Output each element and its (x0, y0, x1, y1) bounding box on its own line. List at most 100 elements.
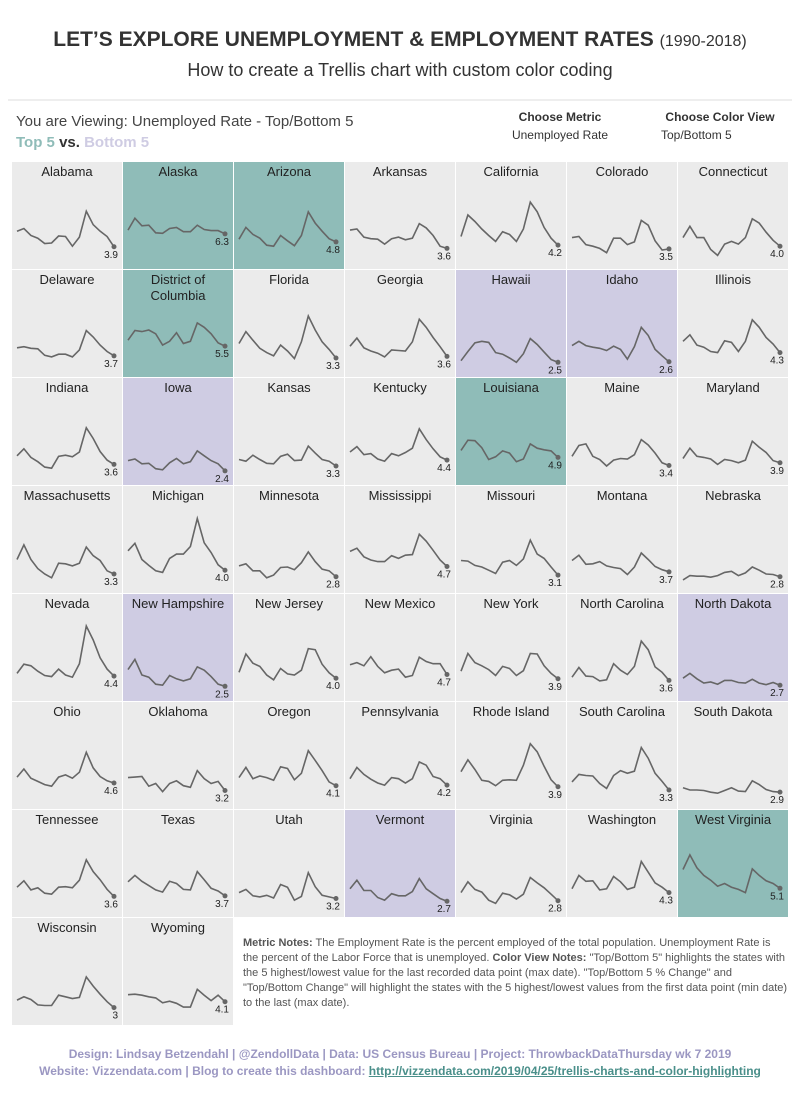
panel-name: Montana (596, 488, 648, 503)
panel-name: Mississippi (368, 488, 432, 503)
panel-name: Delaware (39, 272, 95, 287)
end-point (555, 676, 561, 682)
sparkline: 2.5 (460, 337, 562, 376)
title-years: (1990-2018) (659, 33, 747, 50)
control-value: Top/Bottom 5 (661, 128, 732, 142)
line (349, 877, 448, 902)
panel-name: Tennessee (35, 812, 99, 827)
panel-name: California (483, 164, 539, 179)
panel-name: New York (483, 596, 539, 611)
panel: Delaware 3.7 (12, 270, 122, 377)
panel-name: Arkansas (372, 164, 428, 179)
end-label: 4.3 (659, 896, 673, 907)
end-label: 4.2 (437, 788, 451, 799)
line (238, 647, 337, 681)
end-point (222, 343, 228, 349)
sparkline: 3.2 (127, 769, 229, 805)
end-point (444, 782, 450, 788)
sparkline: 2.7 (682, 672, 784, 699)
line (16, 623, 115, 679)
sparkline: 5.5 (127, 321, 229, 360)
sparkline: 6.3 (127, 216, 229, 248)
end-label: 2.5 (548, 365, 562, 376)
end-label: 4.7 (437, 569, 451, 580)
end-label: 3.3 (326, 469, 340, 480)
line (460, 742, 559, 788)
sparkline: 3.7 (571, 551, 673, 586)
panel-name: Nebraska (705, 488, 761, 503)
legend-bottom: Bottom 5 (84, 134, 150, 151)
end-label: 3.6 (104, 467, 118, 478)
end-label: 6.3 (215, 237, 229, 248)
end-point (666, 890, 672, 896)
metric-control[interactable]: Choose Metric Unemployed Rate (495, 110, 625, 142)
legend-vs: vs. (59, 134, 80, 151)
panel-name: New Hampshire (131, 596, 225, 611)
panel: Vermont 2.7 (345, 810, 455, 917)
panel-name: Arizona (266, 164, 312, 179)
end-label: 3.4 (659, 468, 673, 479)
line (682, 853, 781, 894)
panel: Missouri 3.1 (456, 486, 566, 593)
end-point (555, 572, 561, 578)
control-value: Unemployed Rate (511, 128, 609, 142)
end-label: 3.9 (548, 790, 562, 801)
line (127, 216, 226, 235)
end-point (777, 350, 783, 356)
panel: Iowa 2.4 (123, 378, 233, 485)
sparkline: 3.6 (349, 317, 451, 370)
end-label: 3 (112, 1011, 118, 1022)
end-label: 2.6 (659, 365, 673, 376)
end-point (222, 231, 228, 237)
end-label: 3.6 (104, 899, 118, 910)
line (16, 857, 115, 897)
panel-name: Wyoming (150, 920, 206, 935)
panel-name: Oregon (267, 704, 311, 719)
end-point (666, 246, 672, 252)
end-label: 4.4 (437, 463, 451, 474)
end-point (777, 460, 783, 466)
sparkline: 3.1 (460, 538, 562, 589)
panel: Wyoming 4.1 (123, 918, 233, 1025)
blog-link[interactable]: http://vizzendata.com/2019/04/25/trellis… (368, 1064, 761, 1078)
end-label: 4.6 (104, 786, 118, 797)
panel-name: Rhode Island (472, 704, 550, 719)
line (238, 313, 337, 360)
panel-name: Kentucky (373, 380, 427, 395)
end-point (222, 567, 228, 573)
end-point (222, 468, 228, 474)
line (16, 975, 115, 1009)
sparkline: 2.5 (127, 657, 229, 700)
sparkline: 2.8 (682, 566, 784, 591)
panel: Maryland 3.9 (678, 378, 788, 485)
line (127, 769, 226, 793)
end-point (777, 885, 783, 891)
end-label: 2.7 (437, 904, 451, 915)
sparkline: 2.8 (460, 876, 562, 915)
color-control[interactable]: Choose Color View Top/Bottom 5 (655, 110, 785, 142)
end-label: 4.4 (104, 679, 118, 690)
panel-name: Maine (604, 380, 640, 395)
panel: Michigan 4.0 (123, 486, 233, 593)
panel-name: Vermont (375, 812, 425, 827)
end-point (111, 1005, 117, 1011)
sparkline: 3.6 (571, 639, 673, 694)
line (682, 779, 781, 795)
end-label: 5.5 (215, 349, 229, 360)
sparkline: 4.1 (127, 987, 229, 1016)
sparkline: 4.8 (238, 209, 340, 256)
panel-name: Alaska (158, 164, 198, 179)
sparkline: 2.9 (682, 779, 784, 806)
line (571, 219, 670, 254)
panel: Arizona 4.8 (234, 162, 344, 269)
panel: Oklahoma 3.2 (123, 702, 233, 809)
panel-name: Virginia (489, 812, 533, 827)
sparkline: 3.9 (682, 439, 784, 477)
line (460, 651, 559, 680)
end-point (333, 675, 339, 681)
line (460, 876, 559, 905)
panel: New Hampshire 2.5 (123, 594, 233, 701)
end-label: 2.8 (770, 580, 784, 591)
sparkline: 3.7 (127, 870, 229, 910)
